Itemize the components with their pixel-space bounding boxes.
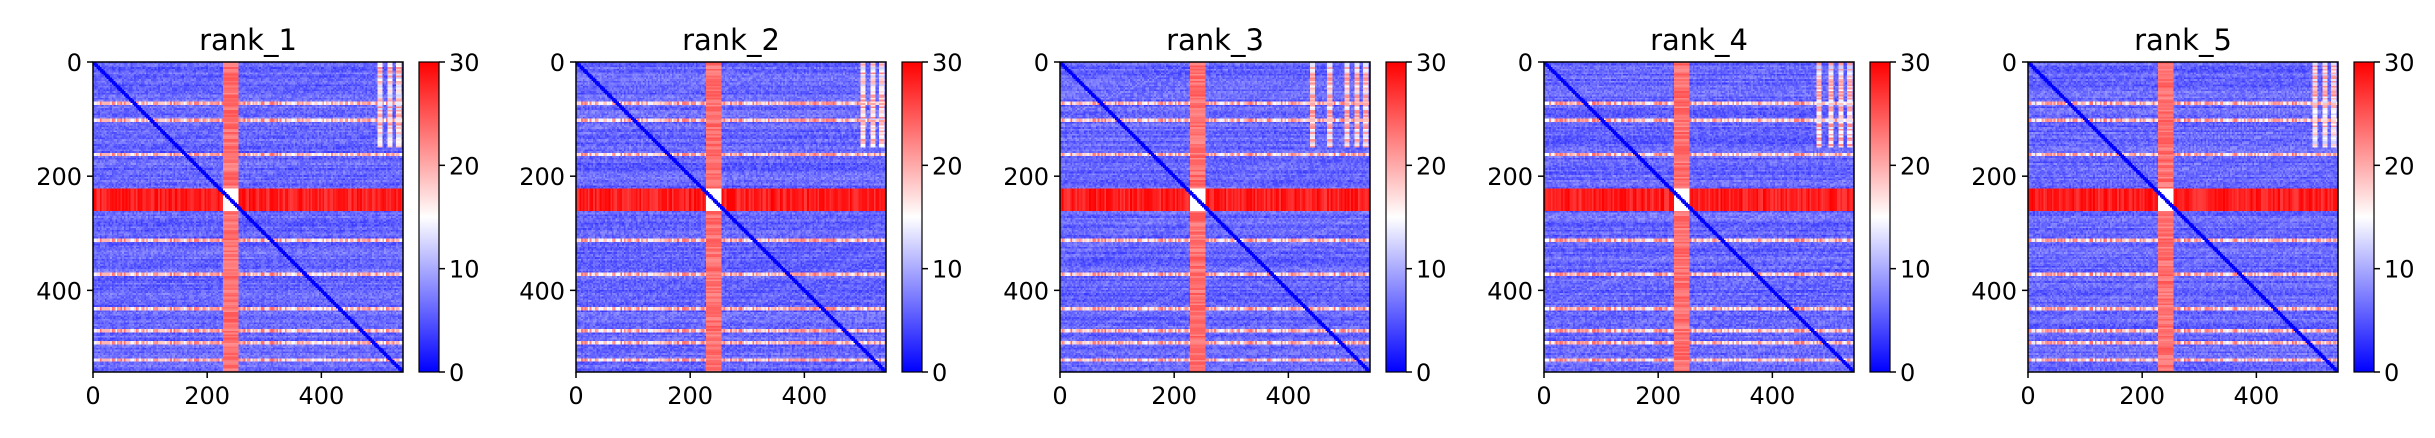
y-tick-label: 400 (1003, 277, 1049, 305)
y-tick-label: 0 (1034, 49, 1049, 77)
y-tick-label: 0 (550, 49, 565, 77)
colorbar-tick-label: 20 (1900, 152, 1931, 180)
colorbar-tick-label: 10 (932, 256, 963, 284)
panel-title: rank_1 (199, 23, 297, 57)
y-tick-label: 200 (519, 163, 565, 191)
colorbar (1870, 62, 1890, 372)
heatmap-image (1060, 62, 1370, 372)
colorbar-frame (1869, 61, 1891, 373)
y-tick-label: 400 (519, 277, 565, 305)
x-tick-label: 200 (184, 382, 230, 410)
panel-rank_4: rank_4 0 200 400 0 200 400 0 10 20 30 (1487, 23, 1930, 410)
colorbar-tick-label: 30 (2384, 49, 2415, 77)
panel-rank_1: rank_1 0 200 400 0 200 400 0 10 20 30 (36, 23, 479, 410)
colorbar-tick-label: 10 (2384, 256, 2415, 284)
plot-frame (92, 61, 404, 373)
colorbar-frame (2353, 61, 2375, 373)
colorbar-tick-label: 20 (1416, 152, 1447, 180)
x-tick-label: 400 (1265, 382, 1311, 410)
x-tick-label: 200 (1151, 382, 1197, 410)
y-tick-label: 0 (1518, 49, 1533, 77)
y-tick-label: 400 (36, 277, 82, 305)
y-tick-label: 200 (1003, 163, 1049, 191)
colorbar (419, 62, 439, 372)
colorbar-tick-label: 30 (1416, 49, 1447, 77)
colorbar-frame (1385, 61, 1407, 373)
colorbar-tick-label: 30 (1900, 49, 1931, 77)
x-tick-label: 0 (85, 382, 100, 410)
x-tick-label: 200 (1635, 382, 1681, 410)
colorbar-tick-label: 20 (2384, 152, 2415, 180)
panel-title: rank_5 (2134, 23, 2232, 57)
plot-frame (2027, 61, 2339, 373)
x-tick-label: 0 (1536, 382, 1551, 410)
y-tick-label: 0 (2002, 49, 2017, 77)
panel-rank_3: rank_3 0 200 400 0 200 400 0 10 20 30 (1003, 23, 1446, 410)
colorbar-tick-label: 10 (1900, 256, 1931, 284)
colorbar-frame (418, 61, 440, 373)
x-tick-label: 400 (781, 382, 827, 410)
panel-title: rank_3 (1166, 23, 1264, 57)
panel-title: rank_2 (682, 23, 780, 57)
plot-frame (575, 61, 887, 373)
x-tick-label: 0 (1052, 382, 1067, 410)
colorbar-tick-label: 20 (449, 152, 480, 180)
colorbar (902, 62, 922, 372)
y-tick-label: 200 (1971, 163, 2017, 191)
colorbar-tick-label: 10 (1416, 256, 1447, 284)
plot-frame (1059, 61, 1371, 373)
heatmap-image (2028, 62, 2338, 372)
y-tick-label: 400 (1487, 277, 1533, 305)
colorbar-tick-label: 0 (1416, 359, 1431, 387)
y-tick-label: 0 (67, 49, 82, 77)
colorbar-tick-label: 0 (2384, 359, 2399, 387)
x-tick-label: 200 (667, 382, 713, 410)
colorbar-frame (901, 61, 923, 373)
x-tick-label: 0 (2020, 382, 2035, 410)
y-tick-label: 200 (36, 163, 82, 191)
colorbar-tick-label: 30 (932, 49, 963, 77)
colorbar (2354, 62, 2374, 372)
plot-frame (1543, 61, 1855, 373)
colorbar-tick-label: 0 (932, 359, 947, 387)
x-tick-label: 200 (2119, 382, 2165, 410)
y-tick-label: 400 (1971, 277, 2017, 305)
panel-rank_2: rank_2 0 200 400 0 200 400 0 10 20 30 (519, 23, 962, 410)
y-tick-label: 200 (1487, 163, 1533, 191)
heatmap-image (93, 62, 403, 372)
x-tick-label: 0 (568, 382, 583, 410)
colorbar-tick-label: 30 (449, 49, 480, 77)
colorbar-tick-label: 0 (1900, 359, 1915, 387)
heatmap-image (1544, 62, 1854, 372)
heatmap-image (576, 62, 886, 372)
colorbar-tick-label: 10 (449, 256, 480, 284)
colorbar-tick-label: 0 (449, 359, 464, 387)
x-tick-label: 400 (1749, 382, 1795, 410)
panel-rank_5: rank_5 0 200 400 0 200 400 0 10 20 30 (1971, 23, 2414, 410)
colorbar-tick-label: 20 (932, 152, 963, 180)
x-tick-label: 400 (2233, 382, 2279, 410)
colorbar (1386, 62, 1406, 372)
x-tick-label: 400 (298, 382, 344, 410)
panel-title: rank_4 (1650, 23, 1748, 57)
